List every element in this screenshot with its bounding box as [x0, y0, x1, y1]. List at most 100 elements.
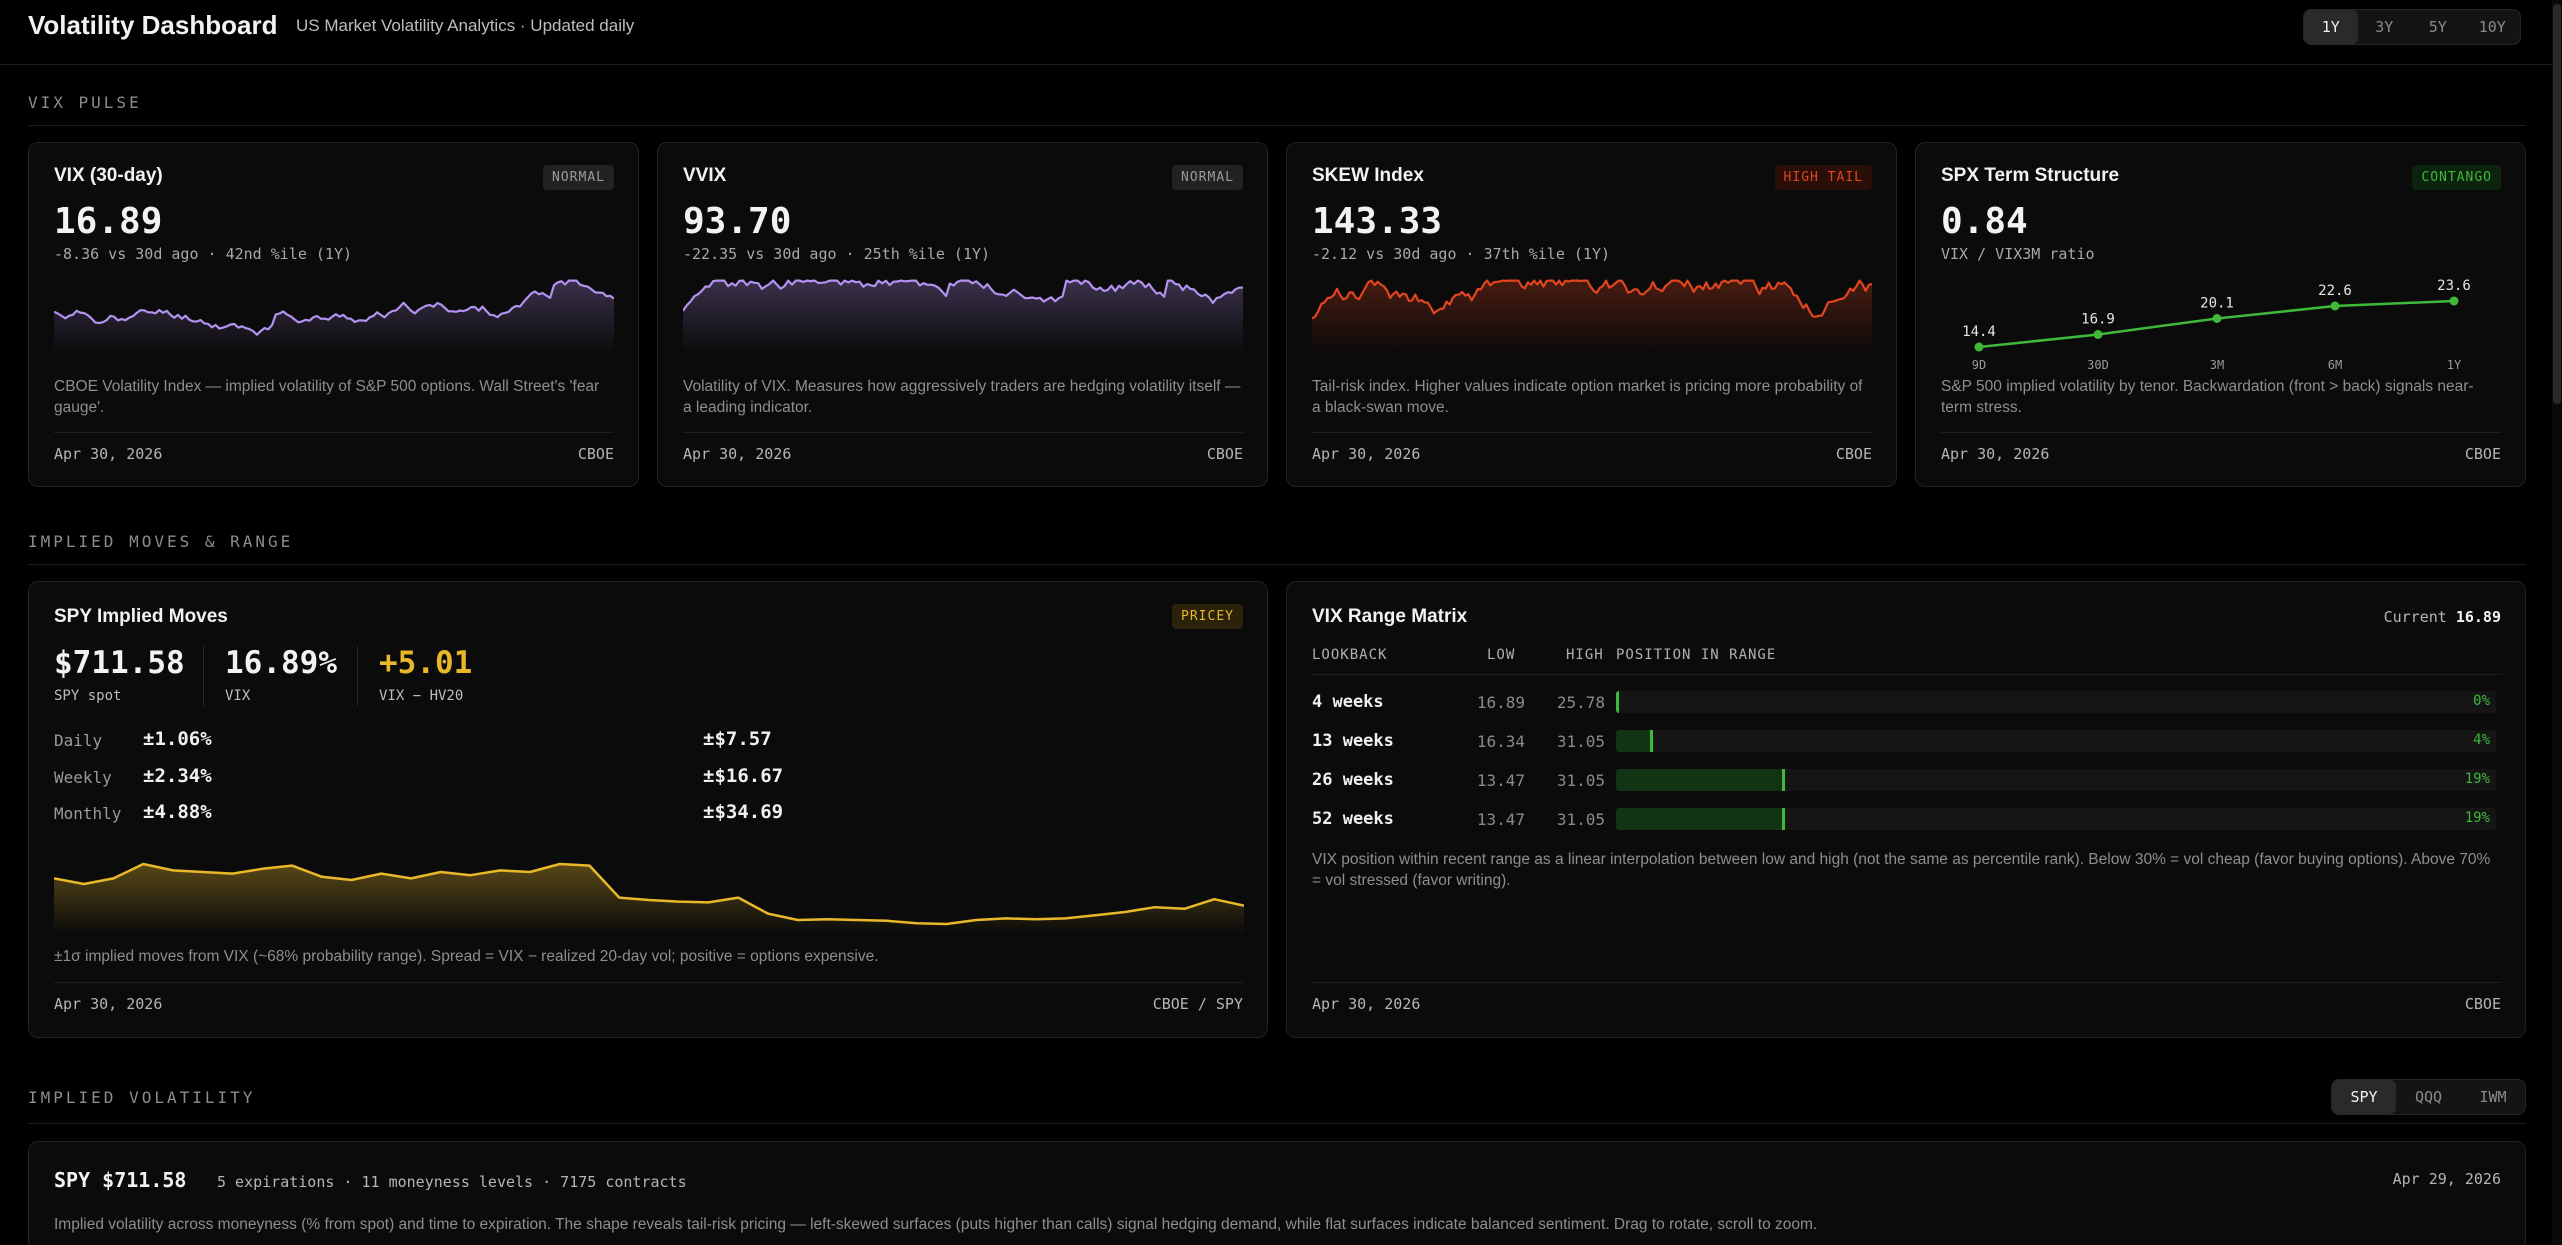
term-structure-chart: 14.4 9D 16.9 30D 20.1 3M 22.6 6M 23.6 1Y — [1962, 278, 2471, 371]
ticker-selector: SPY QQQ IWM — [2331, 1079, 2526, 1115]
move-usd-monthly: ±$34.69 — [703, 801, 784, 823]
iv-ticker-price: SPY $711.58 — [54, 1168, 186, 1192]
section-label-vix-pulse: VIX PULSE — [28, 93, 142, 112]
current-label: Current — [2383, 608, 2447, 626]
card-footer-divider — [1312, 982, 2502, 983]
term-value-label: 14.4 — [1962, 324, 1996, 340]
move-label-monthly: Monthly — [54, 804, 122, 823]
range-position-bar: 0% — [1616, 691, 2496, 713]
stat-divider — [357, 646, 358, 706]
iv-ticker: SPY — [54, 1168, 91, 1192]
card-title: SKEW Index — [1312, 165, 1424, 186]
term-point — [2449, 296, 2459, 306]
vix-change: -8.36 vs 30d ago · 42nd %ile (1Y) — [54, 245, 353, 263]
scroll-thumb[interactable] — [2553, 4, 2561, 404]
card-source: CBOE — [577, 445, 614, 463]
range-low: 16.89 — [1476, 693, 1525, 712]
card-description: Volatility of VIX. Measures how aggressi… — [683, 378, 1241, 416]
iv-meta: 5 expirations · 11 moneyness levels · 71… — [217, 1173, 687, 1191]
skew-change: -2.12 vs 30d ago · 37th %ile (1Y) — [1312, 245, 1611, 263]
range-position-marker — [1782, 769, 1786, 791]
term-value-label: 20.1 — [2200, 296, 2234, 312]
card-description: Tail-risk index. Higher values indicate … — [1312, 378, 1863, 416]
vix-value: 16.89 — [54, 201, 163, 242]
term-point — [1974, 342, 1984, 352]
section-divider — [28, 564, 2526, 565]
range-position-marker — [1650, 730, 1654, 752]
status-badge: HIGH TAIL — [1774, 165, 1872, 190]
section-divider — [28, 125, 2526, 126]
column-header-lookback: LOOKBACK — [1312, 647, 1388, 663]
header-divider — [1312, 674, 2502, 675]
sparkline-line — [54, 279, 614, 336]
card-date: Apr 30, 2026 — [1312, 445, 1421, 463]
status-badge: NORMAL — [1172, 165, 1243, 190]
term-ratio-label: VIX / VIX3M ratio — [1941, 245, 2095, 263]
range-1y-button[interactable]: 1Y — [2304, 10, 2358, 44]
card-footer-divider — [1312, 432, 1872, 433]
term-value-label: 23.6 — [2437, 278, 2471, 294]
spy-spot-label: SPY spot — [54, 688, 122, 704]
range-10y-button[interactable]: 10Y — [2478, 18, 2506, 36]
card-title: VIX (30-day) — [54, 165, 163, 186]
card-source: CBOE — [1835, 445, 1872, 463]
page-scrollbar[interactable] — [2552, 0, 2562, 1245]
top-bar: Volatility Dashboard US Market Volatilit… — [0, 0, 2562, 65]
vvix-sparkline — [683, 279, 1243, 353]
lookback-label: 52 weeks — [1312, 809, 1394, 829]
card-title: VVIX — [683, 165, 727, 186]
column-header-position: POSITION IN RANGE — [1616, 647, 1777, 663]
skew-sparkline — [1312, 279, 1872, 353]
card-date: Apr 30, 2026 — [54, 995, 163, 1013]
range-5y-button[interactable]: 5Y — [2428, 18, 2447, 36]
spread-line — [54, 862, 1244, 926]
lookback-label: 26 weeks — [1312, 770, 1394, 790]
column-header-low: LOW — [1487, 647, 1516, 663]
card-description: ±1σ implied moves from VIX (~68% probabi… — [54, 948, 879, 965]
section-label-implied-moves: IMPLIED MOVES & RANGE — [28, 532, 294, 551]
range-low: 13.47 — [1476, 810, 1525, 829]
ticker-iwm-button[interactable]: IWM — [2479, 1088, 2507, 1106]
stat-divider — [203, 646, 204, 706]
vix-pct-label: VIX — [225, 688, 251, 704]
term-tenor-label: 1Y — [2447, 358, 2462, 371]
sparkline-area — [683, 280, 1243, 353]
lookback-label: 4 weeks — [1312, 692, 1384, 712]
term-tenor-label: 9D — [1972, 358, 1986, 371]
range-position-bar: 4% — [1616, 730, 2496, 752]
card-footer-divider — [54, 982, 1244, 983]
lookback-label: 13 weeks — [1312, 731, 1394, 751]
ticker-spy-button[interactable]: SPY — [2332, 1080, 2396, 1114]
term-tenor-label: 30D — [2087, 358, 2109, 371]
vol-spread-chart — [54, 862, 1244, 934]
iv-description: Implied volatility across moneyness (% f… — [54, 1216, 1818, 1233]
sparkline-line — [683, 279, 1243, 312]
move-pct-monthly: ±4.88% — [143, 801, 212, 823]
term-point — [2212, 314, 2222, 323]
range-position-marker — [1616, 691, 1619, 713]
app-subtitle: US Market Volatility Analytics · Updated… — [296, 16, 635, 35]
range-high: 25.78 — [1556, 693, 1605, 712]
card-footer-divider — [54, 432, 614, 433]
move-usd-weekly: ±$16.67 — [703, 765, 784, 787]
vix-card: VIX (30-day) NORMAL 16.89 -8.36 vs 30d a… — [28, 142, 639, 487]
range-high: 31.05 — [1556, 732, 1605, 751]
card-source: CBOE — [1206, 445, 1243, 463]
card-source: CBOE — [2464, 995, 2501, 1013]
section-label-implied-volatility: IMPLIED VOLATILITY — [28, 1088, 256, 1107]
card-title: SPY Implied Moves — [54, 606, 228, 627]
card-source: CBOE — [2464, 445, 2501, 463]
term-value-label: 22.6 — [2318, 283, 2352, 299]
ticker-qqq-button[interactable]: QQQ — [2414, 1088, 2443, 1106]
card-footer-divider — [1941, 432, 2501, 433]
status-badge: NORMAL — [543, 165, 614, 190]
range-position-fill — [1616, 808, 1784, 830]
move-pct-daily: ±1.06% — [143, 728, 212, 750]
vvix-card: VVIX NORMAL 93.70 -22.35 vs 30d ago · 25… — [657, 142, 1268, 487]
card-footer-divider — [683, 432, 1243, 433]
range-position-pct: 4% — [2473, 732, 2490, 748]
range-3y-button[interactable]: 3Y — [2375, 18, 2394, 36]
spy-spot-value: $711.58 — [54, 645, 185, 681]
range-high: 31.05 — [1556, 810, 1605, 829]
vix-range-matrix-card: VIX Range Matrix Current 16.89 LOOKBACK … — [1286, 581, 2526, 1038]
